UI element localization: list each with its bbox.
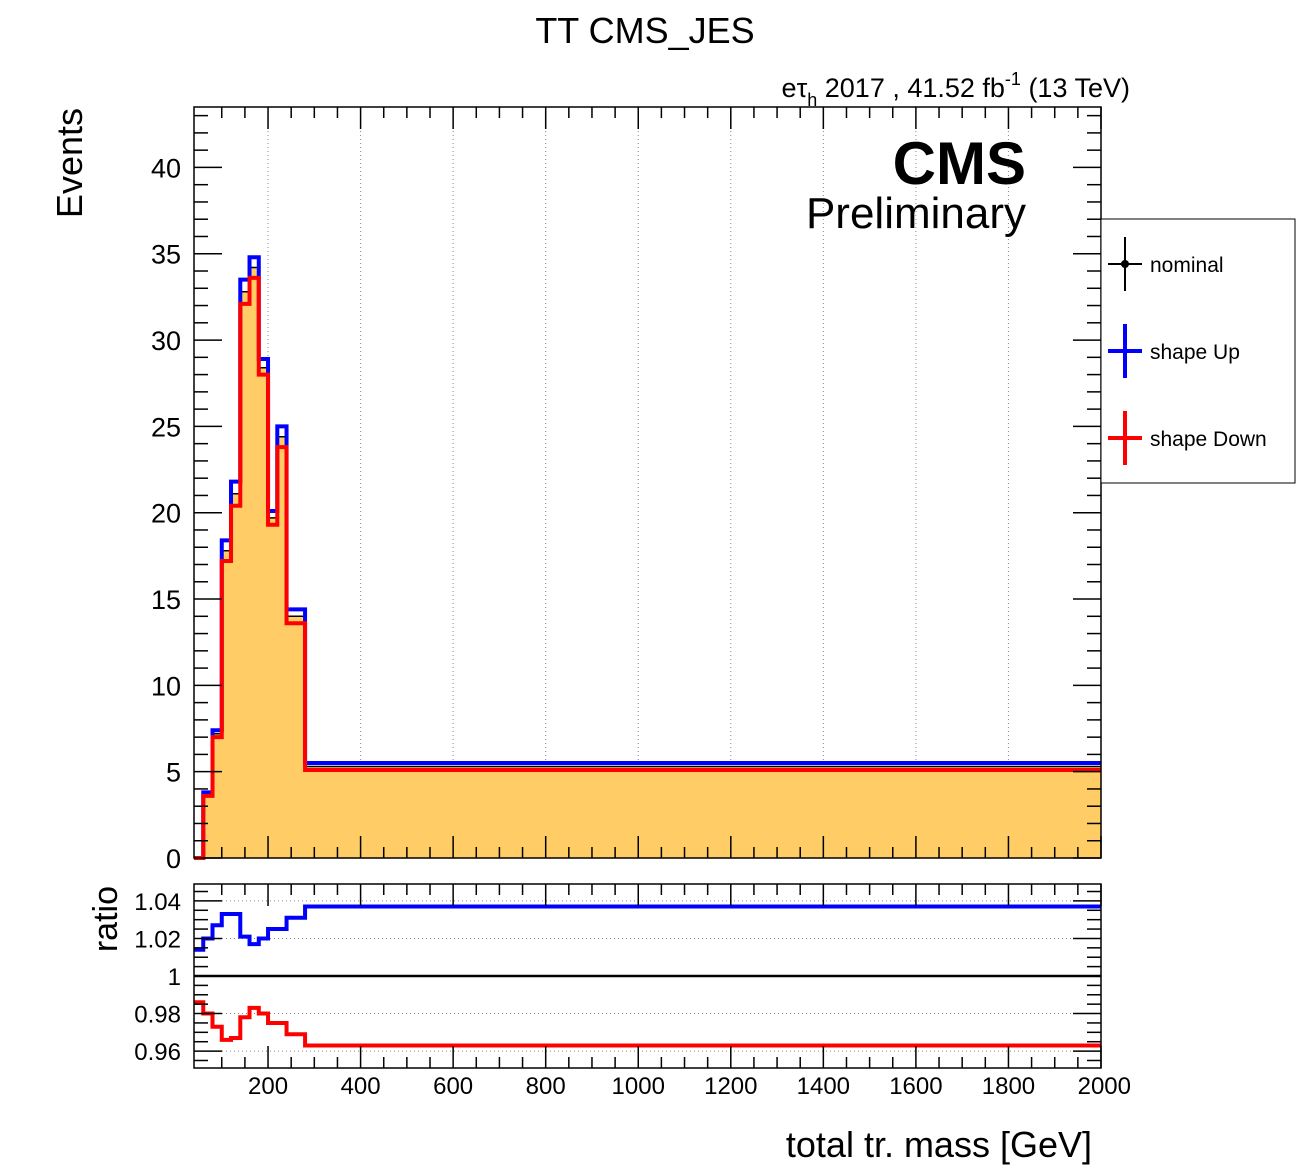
- legend-marker-nominal: [1108, 237, 1142, 291]
- lumi-channel-sub: h: [807, 90, 817, 110]
- main-y-tick-label: 30: [151, 326, 181, 356]
- legend: nominal shape Up shape Down: [1100, 218, 1296, 484]
- x-tick-label: 200: [248, 1073, 288, 1100]
- ratio-plot-area: 0.96 0.98 1 1.02 1.04 200 400 600 800 1000 1200 140…: [87, 883, 1131, 1165]
- ratio-shape-down-line: [194, 1000, 1101, 1048]
- x-tick-label: 1000: [612, 1073, 665, 1100]
- x-tick-label: 600: [433, 1073, 473, 1100]
- y-axis-label-events: Events: [49, 108, 90, 218]
- lumi-label: eτh 2017 , 41.52 fb-1 (13 TeV): [782, 69, 1130, 110]
- chart-title: TT CMS_JES: [535, 10, 754, 51]
- cms-sublabel: Preliminary: [806, 189, 1026, 238]
- main-y-tick-label: 0: [166, 844, 181, 874]
- x-tick-label: 1800: [982, 1073, 1035, 1100]
- lumi-energy: (13 TeV): [1021, 73, 1130, 103]
- legend-marker-shape-down: [1108, 411, 1142, 465]
- x-tick-label: 1600: [889, 1073, 942, 1100]
- main-y-tick-label: 15: [151, 585, 181, 615]
- lumi-channel-e: e: [782, 73, 797, 103]
- cms-label: CMS: [893, 130, 1026, 197]
- ratio-y-tick-label: 0.96: [134, 1039, 181, 1066]
- legend-label-nominal: nominal: [1150, 254, 1224, 277]
- ratio-y-tick-label: 1: [168, 964, 181, 991]
- lumi-channel-tau: τ: [797, 73, 808, 103]
- main-y-tick-label: 35: [151, 240, 181, 270]
- nominal-fill-area: [194, 267, 1101, 859]
- main-plot-frame-bg: [194, 107, 1101, 858]
- x-tick-label: 800: [526, 1073, 566, 1100]
- ratio-shape-up-line: [194, 904, 1101, 952]
- main-y-tick-label: 20: [151, 499, 181, 529]
- main-plot-area: 0 5 10 15 20 25 30 35 40 CMS Preliminary Events: [49, 106, 1102, 874]
- main-y-tick-label: 10: [151, 671, 181, 701]
- main-y-tick-label: 5: [166, 758, 181, 788]
- y-axis-label-ratio: ratio: [87, 886, 125, 952]
- x-tick-label: 400: [341, 1073, 381, 1100]
- shape-down-histogram-line: [194, 275, 1101, 860]
- ratio-plot-frame: [193, 883, 1102, 1069]
- ratio-y-tick-label: 0.98: [134, 1002, 181, 1029]
- x-tick-label: 1400: [797, 1073, 850, 1100]
- main-y-tick-label: 25: [151, 412, 181, 442]
- lumi-text: 2017 , 41.52 fb: [817, 73, 1005, 103]
- legend-label-shape-down: shape Down: [1150, 428, 1267, 451]
- main-y-tick-label: 40: [151, 153, 181, 183]
- x-tick-label: 2000: [1078, 1073, 1131, 1100]
- lumi-exp: -1: [1005, 69, 1021, 89]
- legend-label-shape-up: shape Up: [1150, 341, 1240, 364]
- main-axis-ticks: 0 5 10 15 20 25 30 35 40: [151, 107, 1102, 874]
- legend-marker-shape-up: [1108, 324, 1142, 378]
- ratio-y-tick-label: 1.02: [134, 926, 181, 953]
- x-axis-label: total tr. mass [GeV]: [786, 1124, 1092, 1165]
- ratio-axis-ticks: 0.96 0.98 1 1.02 1.04 200 400 600 800 1000 1200 140…: [134, 884, 1131, 1100]
- ratio-y-tick-label: 1.04: [134, 889, 181, 916]
- x-tick-label: 1200: [704, 1073, 757, 1100]
